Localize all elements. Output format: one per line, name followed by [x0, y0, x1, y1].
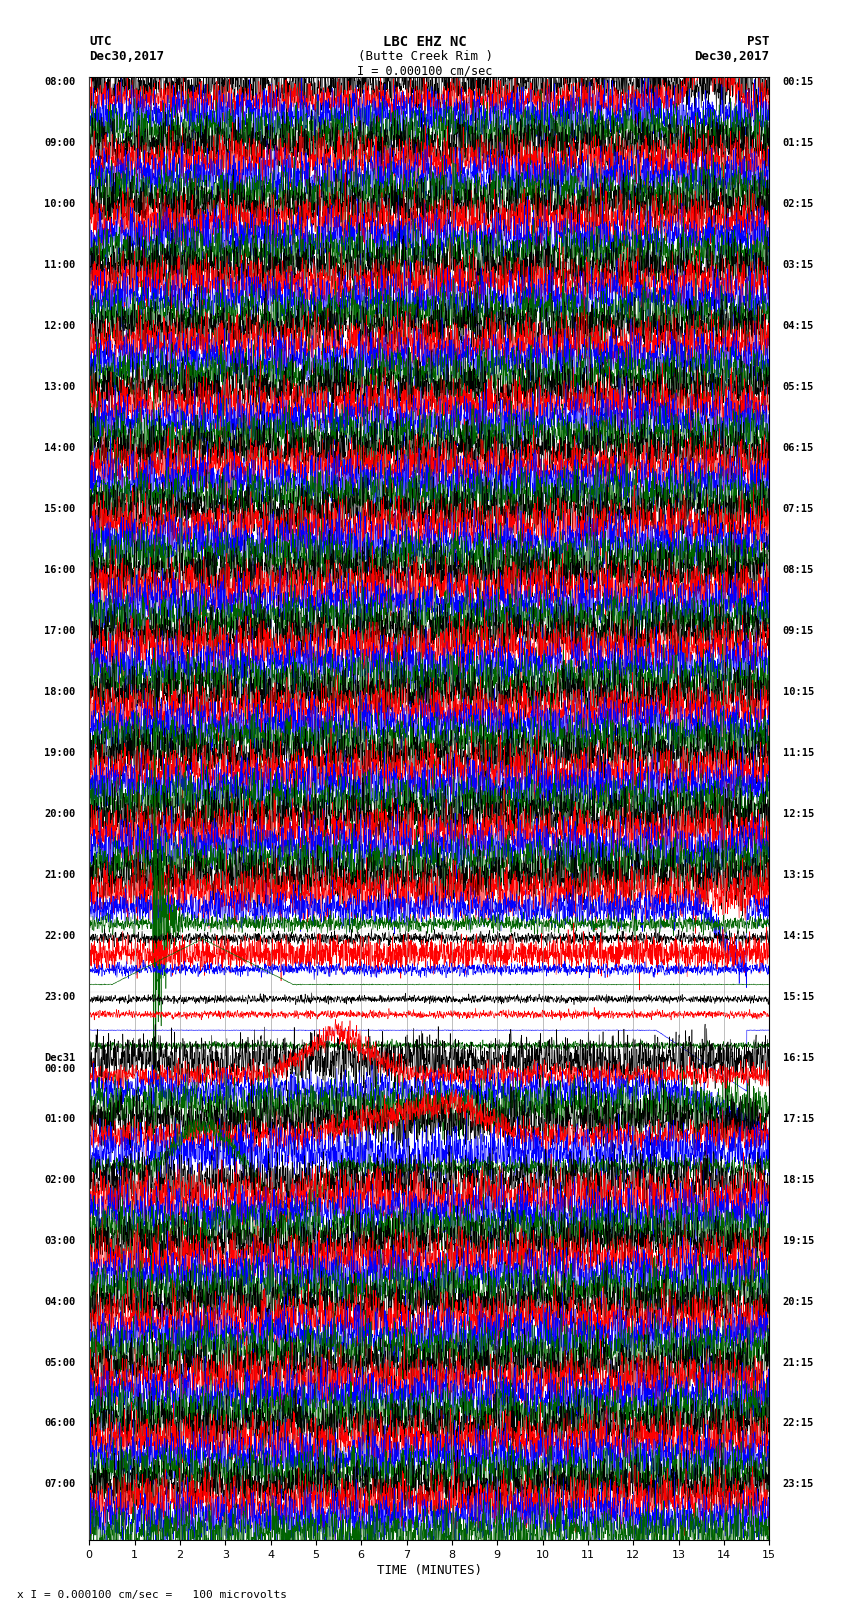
Text: 10:00: 10:00: [44, 200, 76, 210]
Text: 01:00: 01:00: [44, 1113, 76, 1124]
Text: 23:00: 23:00: [44, 992, 76, 1002]
Text: 15:15: 15:15: [783, 992, 814, 1002]
Text: 00:15: 00:15: [783, 77, 814, 87]
Text: 07:00: 07:00: [44, 1479, 76, 1489]
Text: PST: PST: [747, 35, 769, 48]
Text: 11:00: 11:00: [44, 260, 76, 271]
Text: 10:15: 10:15: [783, 687, 814, 697]
Text: 20:00: 20:00: [44, 810, 76, 819]
Text: 14:15: 14:15: [783, 931, 814, 940]
Text: 05:15: 05:15: [783, 382, 814, 392]
Text: 13:15: 13:15: [783, 869, 814, 879]
Text: 04:15: 04:15: [783, 321, 814, 331]
Text: 17:15: 17:15: [783, 1113, 814, 1124]
Text: LBC EHZ NC: LBC EHZ NC: [383, 35, 467, 50]
Text: 09:00: 09:00: [44, 139, 76, 148]
Text: 05:00: 05:00: [44, 1358, 76, 1368]
Text: 02:15: 02:15: [783, 200, 814, 210]
Text: 20:15: 20:15: [783, 1297, 814, 1307]
Text: 07:15: 07:15: [783, 505, 814, 515]
Text: Dec30,2017: Dec30,2017: [89, 50, 164, 63]
Text: 03:00: 03:00: [44, 1236, 76, 1245]
Text: 08:15: 08:15: [783, 565, 814, 576]
Text: 14:00: 14:00: [44, 444, 76, 453]
Text: 16:00: 16:00: [44, 565, 76, 576]
Text: I = 0.000100 cm/sec: I = 0.000100 cm/sec: [357, 65, 493, 77]
Text: 22:15: 22:15: [783, 1418, 814, 1429]
Text: 01:15: 01:15: [783, 139, 814, 148]
Text: 02:00: 02:00: [44, 1174, 76, 1184]
Text: 15:00: 15:00: [44, 505, 76, 515]
Text: 21:00: 21:00: [44, 869, 76, 879]
Text: 18:00: 18:00: [44, 687, 76, 697]
Text: Dec30,2017: Dec30,2017: [694, 50, 769, 63]
Text: 12:00: 12:00: [44, 321, 76, 331]
Text: 04:00: 04:00: [44, 1297, 76, 1307]
Text: 18:15: 18:15: [783, 1174, 814, 1184]
Text: 19:15: 19:15: [783, 1236, 814, 1245]
Text: 13:00: 13:00: [44, 382, 76, 392]
Text: 12:15: 12:15: [783, 810, 814, 819]
Text: Dec31
00:00: Dec31 00:00: [44, 1053, 76, 1074]
Text: 09:15: 09:15: [783, 626, 814, 636]
Text: x I = 0.000100 cm/sec =   100 microvolts: x I = 0.000100 cm/sec = 100 microvolts: [17, 1590, 287, 1600]
Text: 17:00: 17:00: [44, 626, 76, 636]
Text: 06:00: 06:00: [44, 1418, 76, 1429]
Text: 21:15: 21:15: [783, 1358, 814, 1368]
Text: (Butte Creek Rim ): (Butte Creek Rim ): [358, 50, 492, 63]
Text: 23:15: 23:15: [783, 1479, 814, 1489]
Text: 16:15: 16:15: [783, 1053, 814, 1063]
X-axis label: TIME (MINUTES): TIME (MINUTES): [377, 1565, 482, 1578]
Text: 22:00: 22:00: [44, 931, 76, 940]
Text: 11:15: 11:15: [783, 748, 814, 758]
Text: 08:00: 08:00: [44, 77, 76, 87]
Text: 19:00: 19:00: [44, 748, 76, 758]
Text: UTC: UTC: [89, 35, 111, 48]
Text: 03:15: 03:15: [783, 260, 814, 271]
Text: 06:15: 06:15: [783, 444, 814, 453]
